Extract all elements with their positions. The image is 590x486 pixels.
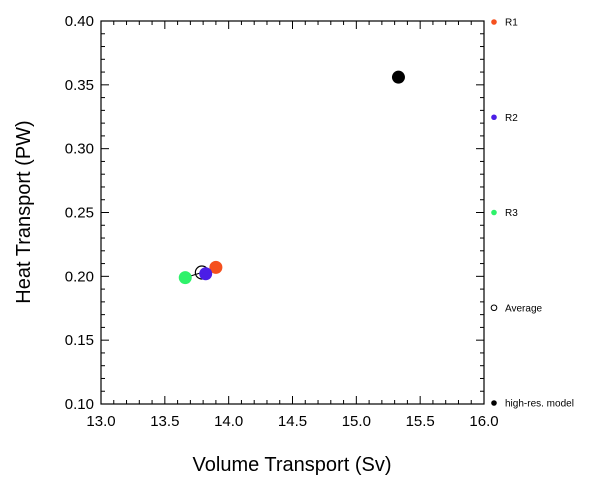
- data-point-r3: [178, 271, 192, 285]
- x-tick-label: 14.5: [278, 413, 307, 430]
- data-points: [178, 70, 405, 285]
- axis-ticks: [100, 20, 485, 405]
- legend-label-r2: R2: [505, 113, 518, 124]
- data-point-r2: [199, 267, 213, 281]
- axis-tick-labels: 13.0 13.5 14.0 14.5 15.0 15.5 16.0 0.10 0.15 0.20…: [65, 13, 499, 430]
- x-axis-title: Volume Transport (Sv): [193, 454, 392, 476]
- data-point-r1: [209, 260, 223, 274]
- legend-marker-r1: [491, 19, 497, 25]
- y-tick-label: 0.20: [65, 268, 94, 285]
- x-tick-label: 13.0: [86, 413, 115, 430]
- y-tick-label: 0.15: [65, 332, 94, 349]
- y-axis-title: Heat Transport (PW): [13, 120, 35, 303]
- data-point-high-res-model: [391, 70, 405, 84]
- legend-marker-r3: [491, 209, 497, 216]
- legend-label-high-res-model: high-res. model: [505, 399, 574, 410]
- x-tick-label: 15.5: [406, 413, 435, 430]
- y-tick-label: 0.10: [65, 396, 94, 413]
- legend-marker-average: [490, 304, 498, 312]
- y-tick-label: 0.40: [65, 13, 94, 30]
- x-tick-label: 15.0: [342, 413, 371, 430]
- legend-label-r3: R3: [505, 208, 518, 219]
- legend-label-average: Average: [505, 303, 543, 314]
- x-tick-label: 13.5: [150, 413, 179, 430]
- y-tick-label: 0.25: [65, 205, 94, 222]
- plot-frame: [100, 20, 485, 405]
- x-tick-label: 14.0: [214, 413, 243, 430]
- y-tick-label: 0.35: [65, 77, 94, 94]
- legend: R1 R2 R3 Average high-res. model: [490, 18, 574, 410]
- legend-marker-r2: [491, 114, 497, 121]
- x-tick-label: 16.0: [469, 413, 498, 430]
- y-tick-label: 0.30: [65, 141, 94, 158]
- legend-label-r1: R1: [505, 18, 518, 29]
- legend-marker-high-res-model: [491, 400, 497, 406]
